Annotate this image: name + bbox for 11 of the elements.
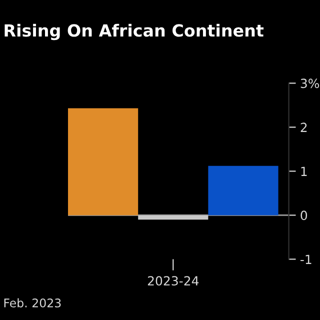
bar [208,166,278,216]
chart-title: Rising On African Continent [4,24,264,40]
text: Feb. 2023 [4,298,61,308]
bar [138,215,208,220]
y-tick-label: 1 [301,166,307,176]
y-tick-label: 3% [300,78,320,88]
bar [68,108,138,216]
y-tick-label: -1 [300,254,312,264]
y-tick-label: 2 [300,122,307,132]
x-tick-label: 2023-24 [148,276,199,286]
y-tick-label: 0 [300,210,308,220]
